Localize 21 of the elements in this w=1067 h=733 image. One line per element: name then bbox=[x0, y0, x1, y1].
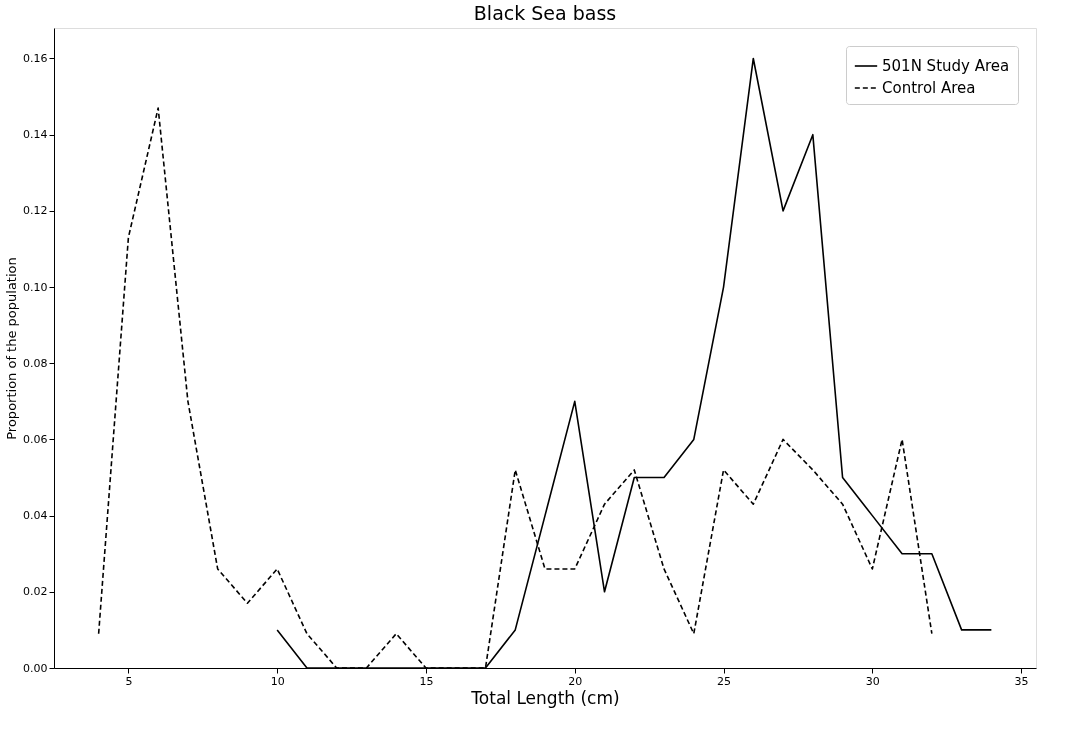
y-tick-label: 0.12 bbox=[23, 204, 48, 218]
y-tick-label: 0.06 bbox=[23, 432, 48, 446]
x-tick-label: 10 bbox=[270, 674, 285, 688]
y-tick-label: 0.08 bbox=[23, 356, 48, 370]
chart-title: Black Sea bass bbox=[473, 2, 617, 24]
y-tick-label: 0.14 bbox=[23, 128, 48, 142]
y-tick-label: 0.16 bbox=[23, 51, 48, 65]
y-axis-title: Proportion of the population bbox=[4, 257, 20, 440]
x-tick-label: 25 bbox=[717, 674, 732, 688]
x-tick-label: 20 bbox=[568, 674, 583, 688]
y-tick-label: 0.02 bbox=[23, 585, 48, 599]
x-tick-label: 5 bbox=[125, 674, 133, 688]
y-tick-label: 0.04 bbox=[23, 509, 48, 523]
x-tick-label: 15 bbox=[419, 674, 434, 688]
x-tick-label: 30 bbox=[865, 674, 880, 688]
y-tick-label: 0.00 bbox=[23, 661, 48, 675]
legend-label: 501N Study Area bbox=[882, 57, 1010, 75]
legend-label: Control Area bbox=[882, 79, 976, 97]
y-tick-label: 0.10 bbox=[23, 280, 48, 294]
x-axis-title: Total Length (cm) bbox=[470, 687, 620, 708]
x-tick-label: 35 bbox=[1014, 674, 1029, 688]
